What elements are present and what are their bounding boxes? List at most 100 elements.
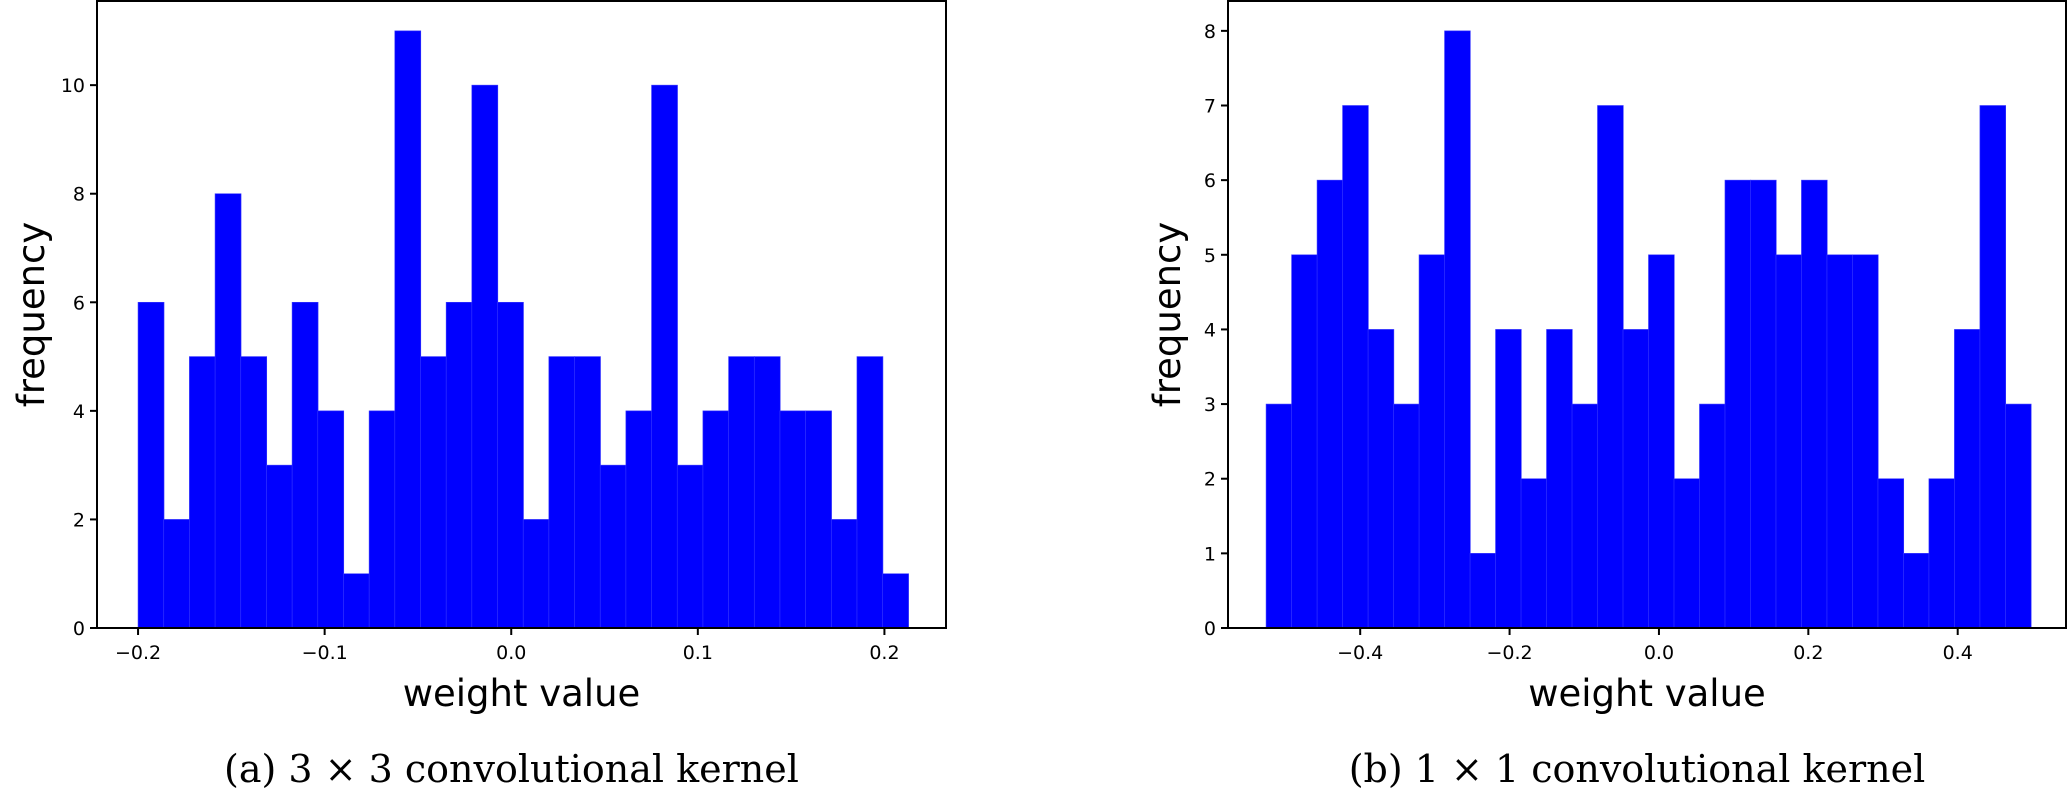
y-tick-label: 2 <box>1204 469 1216 491</box>
histogram-bar <box>1775 254 1803 629</box>
histogram-bar <box>1342 105 1369 629</box>
y-axis-label: frequency <box>10 222 53 408</box>
y-axis-label: frequency <box>1146 222 1189 408</box>
x-tick-label: −0.1 <box>302 642 348 664</box>
histogram-bar <box>137 301 165 629</box>
plot-frame <box>1227 0 2067 629</box>
y-tick-label: 7 <box>1204 96 1216 118</box>
histogram-bar <box>779 410 807 629</box>
histogram-bar <box>1571 403 1599 629</box>
y-tick-label: 8 <box>1204 21 1216 43</box>
y-tick-label: 3 <box>1204 394 1216 416</box>
histogram-bar <box>1724 179 1752 629</box>
x-tick-label: −0.4 <box>1337 642 1383 664</box>
histogram-bar <box>702 410 730 629</box>
histogram-bar <box>2005 403 2032 629</box>
histogram-bar <box>214 193 242 629</box>
histogram-bar <box>1316 179 1344 629</box>
y-tick-label: 4 <box>73 401 85 423</box>
histogram-bar <box>548 356 576 629</box>
x-ticks: −0.4 −0.2 0.0 0.2 0.4 <box>1337 628 1973 664</box>
histogram-bar <box>1928 478 1956 629</box>
histogram-bar <box>291 301 319 629</box>
histogram-bar <box>471 84 499 629</box>
histogram-bar <box>1597 105 1624 629</box>
x-ticks: −0.2 −0.1 0.0 0.1 0.2 <box>115 628 900 664</box>
x-tick-label: 0.4 <box>1943 642 1973 664</box>
histogram-bar <box>1291 254 1318 629</box>
histogram-bar <box>1954 329 1981 629</box>
histogram-bar <box>1852 254 1879 629</box>
histogram-bar <box>497 301 524 629</box>
histogram-bar <box>1699 403 1726 629</box>
histogram-bar <box>522 519 550 629</box>
y-tick-label: 10 <box>61 75 85 97</box>
plot-frame <box>96 0 947 629</box>
histogram-bar <box>445 301 473 629</box>
histogram-bar <box>1877 478 1905 629</box>
histogram-panel-a: −0.2 −0.1 0.0 0.1 0.2 0 2 4 6 8 10 weight value f… <box>10 0 947 791</box>
histogram-bar <box>805 410 832 629</box>
histogram-bar <box>1801 179 1828 629</box>
histogram-bar <box>1826 254 1854 629</box>
histogram-bar <box>1673 478 1701 629</box>
x-tick-label: −0.2 <box>1487 642 1533 664</box>
histogram-bar <box>753 356 781 629</box>
y-tick-label: 6 <box>73 292 85 314</box>
histogram-bar <box>1469 553 1497 629</box>
histogram-bar <box>1367 329 1395 629</box>
y-tick-label: 2 <box>73 509 85 531</box>
y-tick-label: 5 <box>1204 245 1216 267</box>
x-tick-label: 0.2 <box>1793 642 1823 664</box>
caption: (b) 1 × 1 convolutional kernel <box>1349 747 1926 791</box>
y-tick-label: 6 <box>1204 170 1216 192</box>
histogram-bar <box>1393 403 1420 629</box>
y-tick-label: 8 <box>73 184 85 206</box>
histogram-bar <box>882 573 909 629</box>
histogram-bar <box>1265 403 1293 629</box>
y-ticks: 0 2 4 6 8 10 <box>61 75 97 640</box>
x-axis-label: weight value <box>403 672 641 715</box>
histogram-bar <box>163 519 191 629</box>
histogram-bar <box>830 519 858 629</box>
histogram-bar <box>1444 30 1471 629</box>
histogram-bar <box>574 356 601 629</box>
histogram-bar <box>1903 553 1930 629</box>
histogram-bar <box>343 573 370 629</box>
histogram-bar <box>266 464 293 629</box>
x-tick-label: 0.1 <box>683 642 713 664</box>
histogram-bar <box>317 410 345 629</box>
histogram-panel-b: −0.4 −0.2 0.0 0.2 0.4 0 1 2 3 4 5 6 7 8 weight value… <box>1146 0 2067 791</box>
y-tick-label: 0 <box>1204 618 1216 640</box>
histogram-bar <box>394 30 422 629</box>
histogram-bar <box>240 356 268 629</box>
histogram-bar <box>599 464 627 629</box>
histogram-bar <box>1546 329 1573 629</box>
y-tick-label: 1 <box>1204 543 1216 565</box>
histogram-bar <box>1520 478 1548 629</box>
histogram-bar <box>1979 105 2007 629</box>
x-axis-label: weight value <box>1528 672 1766 715</box>
x-tick-label: 0.0 <box>1644 642 1674 664</box>
histogram-bar <box>728 356 755 629</box>
bars <box>137 30 909 629</box>
caption: (a) 3 × 3 convolutional kernel <box>224 747 799 791</box>
histogram-bar <box>651 84 678 629</box>
x-tick-label: 0.0 <box>496 642 526 664</box>
histogram-bar <box>1495 329 1522 629</box>
histogram-bar <box>1648 254 1675 629</box>
histogram-bar <box>420 356 447 629</box>
histogram-bar <box>625 410 653 629</box>
histogram-bar <box>1418 254 1446 629</box>
histogram-bar <box>368 410 396 629</box>
y-ticks: 0 1 2 3 4 5 6 7 8 <box>1204 21 1228 640</box>
histogram-bar <box>189 356 216 629</box>
bars <box>1265 30 2032 629</box>
x-tick-label: 0.2 <box>869 642 899 664</box>
histogram-bar <box>676 464 704 629</box>
histogram-bar <box>856 356 884 629</box>
y-tick-label: 4 <box>1204 319 1216 341</box>
y-tick-label: 0 <box>73 618 85 640</box>
histogram-bar <box>1622 329 1650 629</box>
